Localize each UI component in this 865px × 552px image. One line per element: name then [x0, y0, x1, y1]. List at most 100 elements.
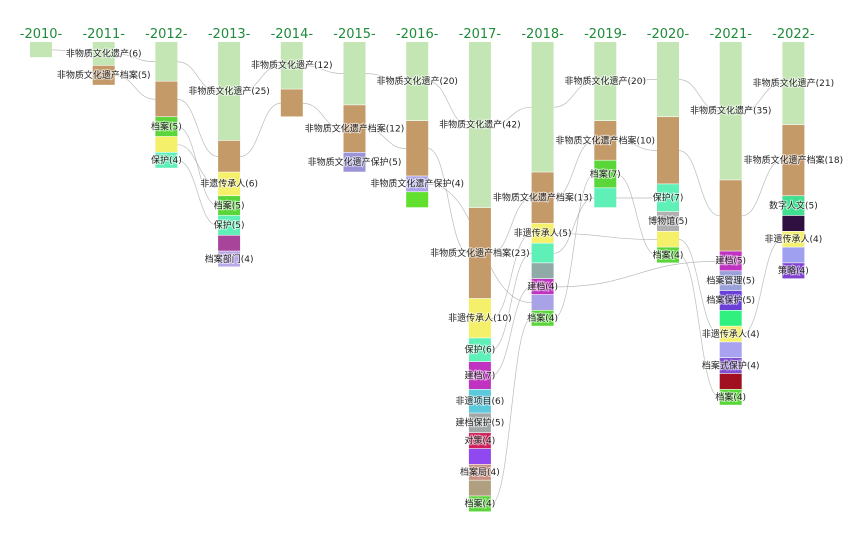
keyword-segment[interactable]	[218, 196, 241, 216]
year-column: -2010-	[20, 27, 63, 58]
flow-link	[365, 128, 407, 149]
keyword-label: 非物质文化遗产(6)	[66, 47, 142, 59]
year-label: -2017-	[459, 27, 502, 42]
flow-link	[302, 102, 344, 130]
keyword-segment[interactable]	[30, 42, 52, 58]
keyword-segment[interactable]	[657, 184, 679, 212]
keyword-segment[interactable]	[218, 251, 241, 267]
keyword-segment[interactable]	[719, 389, 742, 405]
keyword-segment[interactable]	[531, 223, 554, 243]
keyword-segment[interactable]	[782, 247, 805, 263]
keyword-segment[interactable]	[719, 290, 742, 310]
keyword-segment[interactable]	[782, 231, 805, 247]
keyword-segment[interactable]	[657, 247, 679, 263]
keyword-label: 档案局(4)	[460, 466, 500, 478]
keyword-segment[interactable]	[155, 152, 178, 168]
flow-link	[741, 239, 783, 335]
keyword-label: 保护(6)	[465, 344, 496, 356]
keyword-segment[interactable]	[531, 42, 554, 172]
year-label: -2020-	[647, 27, 690, 42]
flow-link	[114, 75, 156, 100]
keyword-segment[interactable]	[468, 389, 491, 413]
keyword-label: 档案(4)	[527, 312, 558, 324]
keyword-label: 博物馆(5)	[648, 215, 688, 227]
keyword-segment[interactable]	[155, 117, 178, 137]
keyword-segment[interactable]	[719, 310, 742, 326]
keyword-segment[interactable]	[468, 480, 491, 496]
keyword-segment[interactable]	[406, 192, 429, 208]
keyword-segment[interactable]	[218, 215, 241, 235]
keyword-segment[interactable]	[531, 172, 554, 224]
keyword-label: 保护(5)	[214, 219, 245, 231]
keyword-segment[interactable]	[719, 180, 742, 251]
keyword-segment[interactable]	[406, 176, 429, 192]
keyword-segment[interactable]	[468, 42, 491, 208]
keyword-segment[interactable]	[468, 433, 491, 449]
keyword-segment[interactable]	[406, 121, 429, 176]
year-label: -2011-	[82, 27, 125, 42]
keyword-segment[interactable]	[531, 294, 554, 310]
flow-link	[240, 65, 281, 92]
keyword-segment[interactable]	[468, 361, 491, 389]
year-label: -2021-	[709, 27, 752, 42]
keyword-segment[interactable]	[657, 117, 679, 184]
keyword-label: 非遗传承人(5)	[514, 227, 572, 239]
keyword-segment[interactable]	[468, 448, 491, 465]
keyword-segment[interactable]	[468, 496, 491, 512]
keyword-label: 档案式保护(4)	[702, 359, 760, 371]
year-label: -2018-	[521, 27, 564, 42]
keyword-segment[interactable]	[218, 140, 241, 172]
keyword-segment[interactable]	[343, 105, 366, 152]
keyword-segment[interactable]	[343, 152, 366, 172]
keyword-segment[interactable]	[92, 42, 115, 66]
keyword-segment[interactable]	[719, 358, 742, 374]
keyword-segment[interactable]	[594, 121, 617, 160]
keyword-segment[interactable]	[531, 243, 554, 263]
keyword-segment[interactable]	[218, 172, 241, 196]
keyword-segment[interactable]	[782, 196, 805, 216]
keyword-segment[interactable]	[343, 42, 366, 105]
keyword-label: 非物质文化遗产档案(23)	[430, 247, 529, 259]
keyword-segment[interactable]	[218, 235, 241, 251]
keyword-segment[interactable]	[531, 279, 554, 295]
keyword-segment[interactable]	[782, 124, 805, 196]
keyword-segment[interactable]	[719, 326, 742, 342]
keyword-segment[interactable]	[657, 231, 679, 247]
year-label: -2012-	[145, 27, 188, 42]
keyword-segment[interactable]	[406, 42, 429, 121]
keyword-segment[interactable]	[719, 373, 742, 389]
keyword-segment[interactable]	[218, 42, 241, 141]
keyword-segment[interactable]	[657, 211, 679, 231]
keyword-segment[interactable]	[155, 136, 178, 152]
keyword-segment[interactable]	[468, 338, 491, 362]
keyword-segment[interactable]	[468, 298, 491, 338]
keyword-segment[interactable]	[468, 413, 491, 433]
keyword-segment[interactable]	[468, 464, 491, 480]
keyword-columns: -2010- -2011-非物质文化遗产(6)非物质文化遗产档案(5)-2012-…	[20, 27, 844, 512]
keyword-segment[interactable]	[468, 207, 491, 299]
keyword-segment[interactable]	[782, 263, 805, 279]
flow-link	[490, 318, 532, 505]
year-label: -2014-	[271, 27, 314, 42]
keyword-segment[interactable]	[531, 263, 554, 279]
keyword-segment[interactable]	[594, 160, 617, 188]
keyword-segment[interactable]	[155, 81, 178, 117]
flow-link	[678, 79, 720, 112]
keyword-label: 建档(5)	[715, 255, 746, 267]
keyword-segment[interactable]	[719, 251, 742, 271]
keyword-label: 策略(4)	[778, 265, 809, 277]
keyword-segment[interactable]	[280, 42, 303, 89]
keyword-label: 非物质文化遗产档案(10)	[556, 134, 655, 146]
keyword-segment[interactable]	[782, 215, 805, 231]
keyword-segment[interactable]	[92, 65, 115, 85]
keyword-segment[interactable]	[531, 310, 554, 326]
keyword-segment[interactable]	[594, 42, 617, 121]
keyword-segment[interactable]	[719, 271, 742, 291]
keyword-segment[interactable]	[782, 42, 805, 125]
keyword-segment[interactable]	[594, 188, 617, 208]
keyword-segment[interactable]	[719, 42, 742, 180]
keyword-segment[interactable]	[155, 42, 178, 81]
keyword-segment[interactable]	[719, 342, 742, 358]
keyword-segment[interactable]	[280, 89, 303, 117]
keyword-segment[interactable]	[657, 42, 679, 117]
